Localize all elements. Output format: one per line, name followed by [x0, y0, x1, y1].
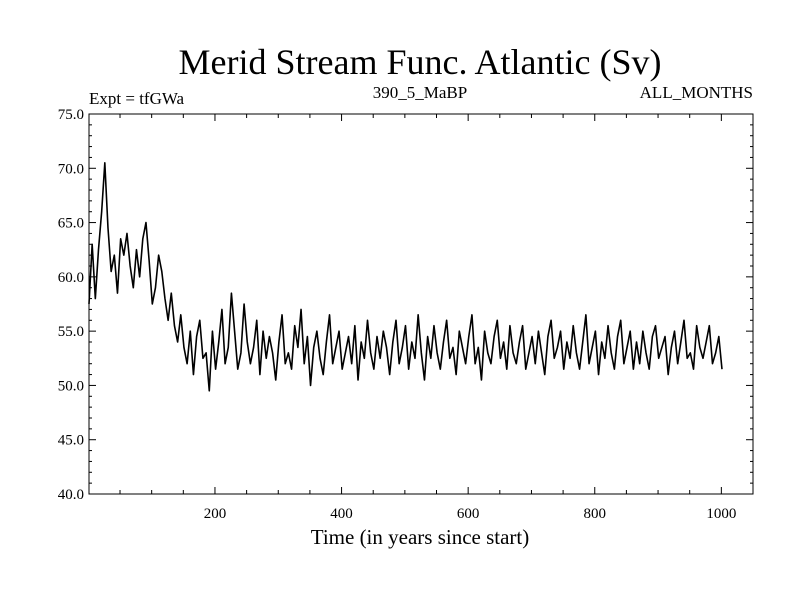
x-tick-label: 1000	[706, 506, 736, 522]
x-tick-label: 400	[330, 506, 353, 522]
plot-frame	[88, 113, 754, 495]
y-axis: 40.0 45.0 50.0 55.0 60.0 65.0 70.0 75.0	[58, 107, 753, 503]
y-tick-label: 45.0	[58, 433, 84, 449]
y-tick-label: 70.0	[58, 161, 84, 177]
y-tick-label: 40.0	[58, 487, 84, 503]
subtitle-right: ALL_MONTHS	[640, 83, 753, 102]
subtitle-left: Expt = tfGWa	[89, 89, 185, 108]
subtitle-center: 390_5_MaBP	[373, 83, 467, 102]
y-tick-label: 65.0	[58, 216, 84, 232]
y-tick-label: 50.0	[58, 378, 84, 394]
chart-title: Merid Stream Func. Atlantic (Sv)	[179, 42, 662, 82]
plot-area: 40.0 45.0 50.0 55.0 60.0 65.0 70.0 75.0 200 400 6…	[58, 107, 754, 522]
x-tick-label: 600	[457, 506, 480, 522]
x-tick-label: 200	[204, 506, 227, 522]
y-tick-label: 55.0	[58, 324, 84, 340]
y-tick-label: 60.0	[58, 270, 84, 286]
y-tick-label: 75.0	[58, 107, 84, 123]
x-axis-label: Time (in years since start)	[311, 525, 530, 549]
x-tick-label: 800	[584, 506, 607, 522]
series-line	[88, 162, 723, 392]
x-axis: 200 400 600 800 1000	[119, 114, 736, 522]
